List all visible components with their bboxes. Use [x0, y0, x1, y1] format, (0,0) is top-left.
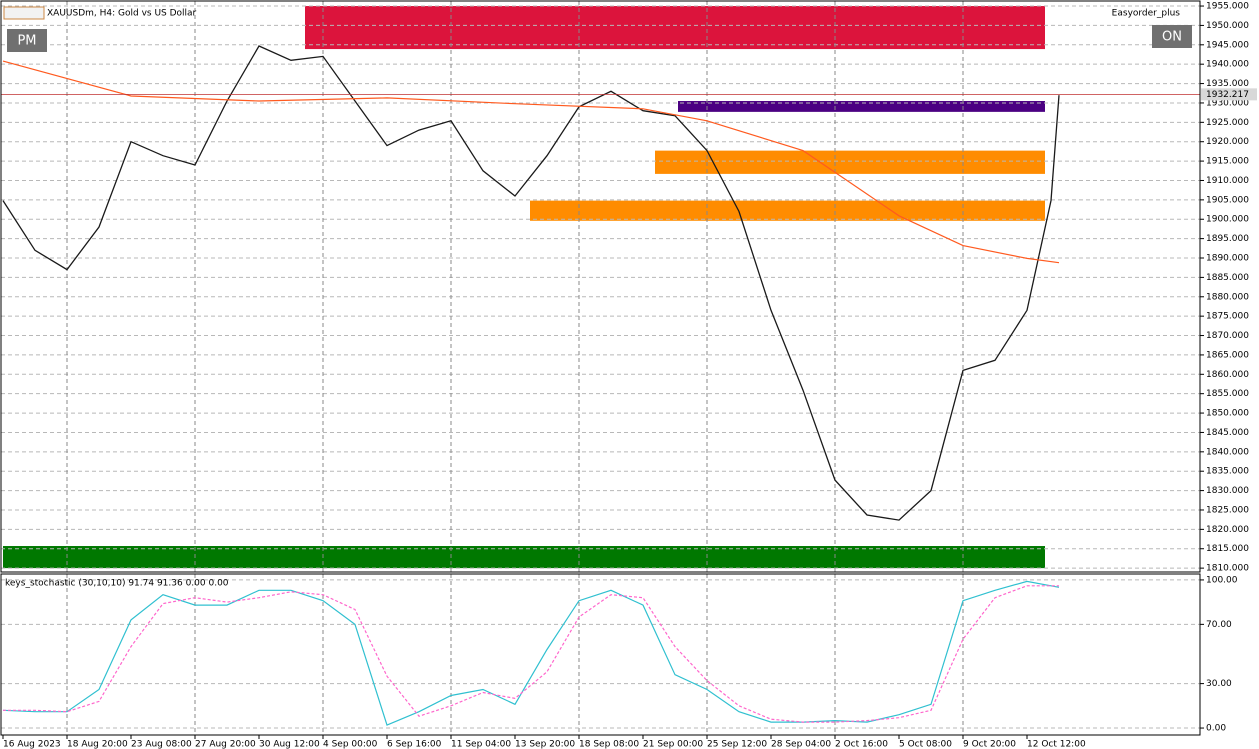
- x-tick-label: 23 Aug 08:00: [131, 740, 192, 749]
- x-tick-label: 2 Oct 16:00: [835, 740, 888, 749]
- x-tick-label: 30 Aug 12:00: [259, 740, 320, 749]
- last-price-label: 1932.217: [1206, 90, 1249, 100]
- y-tick-label: 1870.000: [1206, 331, 1249, 341]
- x-tick-label: 9 Oct 20:00: [963, 740, 1016, 749]
- y-tick-label: 1825.000: [1206, 505, 1249, 515]
- x-tick-label: 13 Sep 20:00: [515, 740, 575, 749]
- x-tick-label: 25 Sep 12:00: [707, 740, 767, 749]
- x-tick-label: 11 Sep 04:00: [451, 740, 511, 749]
- y-tick-label: 30.00: [1206, 679, 1232, 689]
- y-tick-label: 1840.000: [1206, 447, 1249, 457]
- y-tick-label: 1930.000: [1206, 98, 1249, 108]
- x-tick-label: 5 Oct 08:00: [899, 740, 952, 749]
- on-button[interactable]: ON: [1152, 25, 1192, 48]
- pm-button-label[interactable]: PM: [17, 34, 36, 49]
- x-tick-label: 4 Sep 00:00: [323, 740, 378, 749]
- series-line: [3, 585, 1059, 723]
- on-button-bg[interactable]: [1152, 25, 1192, 48]
- y-tick-label: 1915.000: [1206, 157, 1249, 167]
- y-tick-label: 1940.000: [1206, 60, 1249, 70]
- y-tick-label: 1815.000: [1206, 544, 1249, 554]
- y-tick-label: 1880.000: [1206, 292, 1249, 302]
- y-tick-label: 1875.000: [1206, 312, 1249, 322]
- y-tick-label: 1855.000: [1206, 389, 1249, 399]
- y-tick-label: 1845.000: [1206, 428, 1249, 438]
- zone: [3, 546, 1045, 569]
- y-tick-label: 1950.000: [1206, 21, 1249, 31]
- on-button-label[interactable]: ON: [1162, 30, 1182, 45]
- x-tick-label: 28 Sep 04:00: [771, 740, 831, 749]
- y-tick-label: 1945.000: [1206, 40, 1249, 50]
- zone: [678, 101, 1045, 112]
- zone: [305, 6, 1045, 50]
- y-tick-label: 1865.000: [1206, 350, 1249, 360]
- x-tick-label: 6 Sep 16:00: [387, 740, 442, 749]
- last-price-box: [1201, 88, 1257, 101]
- x-tick-label: 16 Aug 2023: [3, 740, 61, 749]
- pm-button[interactable]: PM: [7, 29, 47, 52]
- y-tick-label: 1890.000: [1206, 254, 1249, 264]
- expert-name: Easyorder_plus: [1112, 9, 1181, 19]
- y-tick-label: 1905.000: [1206, 195, 1249, 205]
- y-tick-label: 1830.000: [1206, 486, 1249, 496]
- y-tick-label: 1895.000: [1206, 234, 1249, 244]
- y-tick-label: 1835.000: [1206, 467, 1249, 477]
- stochastic-pane-border: [0, 573, 1201, 736]
- x-tick-label: 21 Sep 00:00: [643, 740, 703, 749]
- y-tick-label: 1900.000: [1206, 215, 1249, 225]
- y-tick-label: 1820.000: [1206, 525, 1249, 535]
- pm-button-bg[interactable]: [7, 29, 47, 52]
- zone: [530, 200, 1045, 221]
- y-tick-label: 1860.000: [1206, 370, 1249, 380]
- zone: [655, 150, 1045, 174]
- series-line: [2, 45, 1060, 521]
- y-tick-label: 0.00: [1206, 724, 1226, 734]
- symbol-title: XAUUSDm, H4: Gold vs US Dollar: [47, 9, 197, 19]
- x-tick-label: 18 Aug 20:00: [67, 740, 128, 749]
- indicator-title: keys_stochastic (30,10,10) 91.74 91.36 0…: [5, 579, 229, 589]
- y-tick-label: 1920.000: [1206, 137, 1249, 147]
- y-tick-label: 1850.000: [1206, 409, 1249, 419]
- y-tick-label: 1885.000: [1206, 273, 1249, 283]
- series-line: [2, 60, 1060, 264]
- y-tick-label: 100.00: [1206, 575, 1238, 585]
- y-tick-label: 1810.000: [1206, 564, 1249, 574]
- x-tick-label: 18 Sep 08:00: [579, 740, 639, 749]
- x-tick-label: 12 Oct 12:00: [1027, 740, 1086, 749]
- main-pane-border: [0, 0, 1201, 573]
- y-tick-label: 1910.000: [1206, 176, 1249, 186]
- y-tick-label: 70.00: [1206, 620, 1232, 630]
- symbol-icon: [3, 6, 45, 20]
- y-tick-label: 1955.000: [1206, 2, 1249, 12]
- y-tick-label: 1925.000: [1206, 118, 1249, 128]
- x-tick-label: 27 Aug 20:00: [195, 740, 256, 749]
- series-line: [2, 580, 1060, 726]
- y-tick-label: 1935.000: [1206, 79, 1249, 89]
